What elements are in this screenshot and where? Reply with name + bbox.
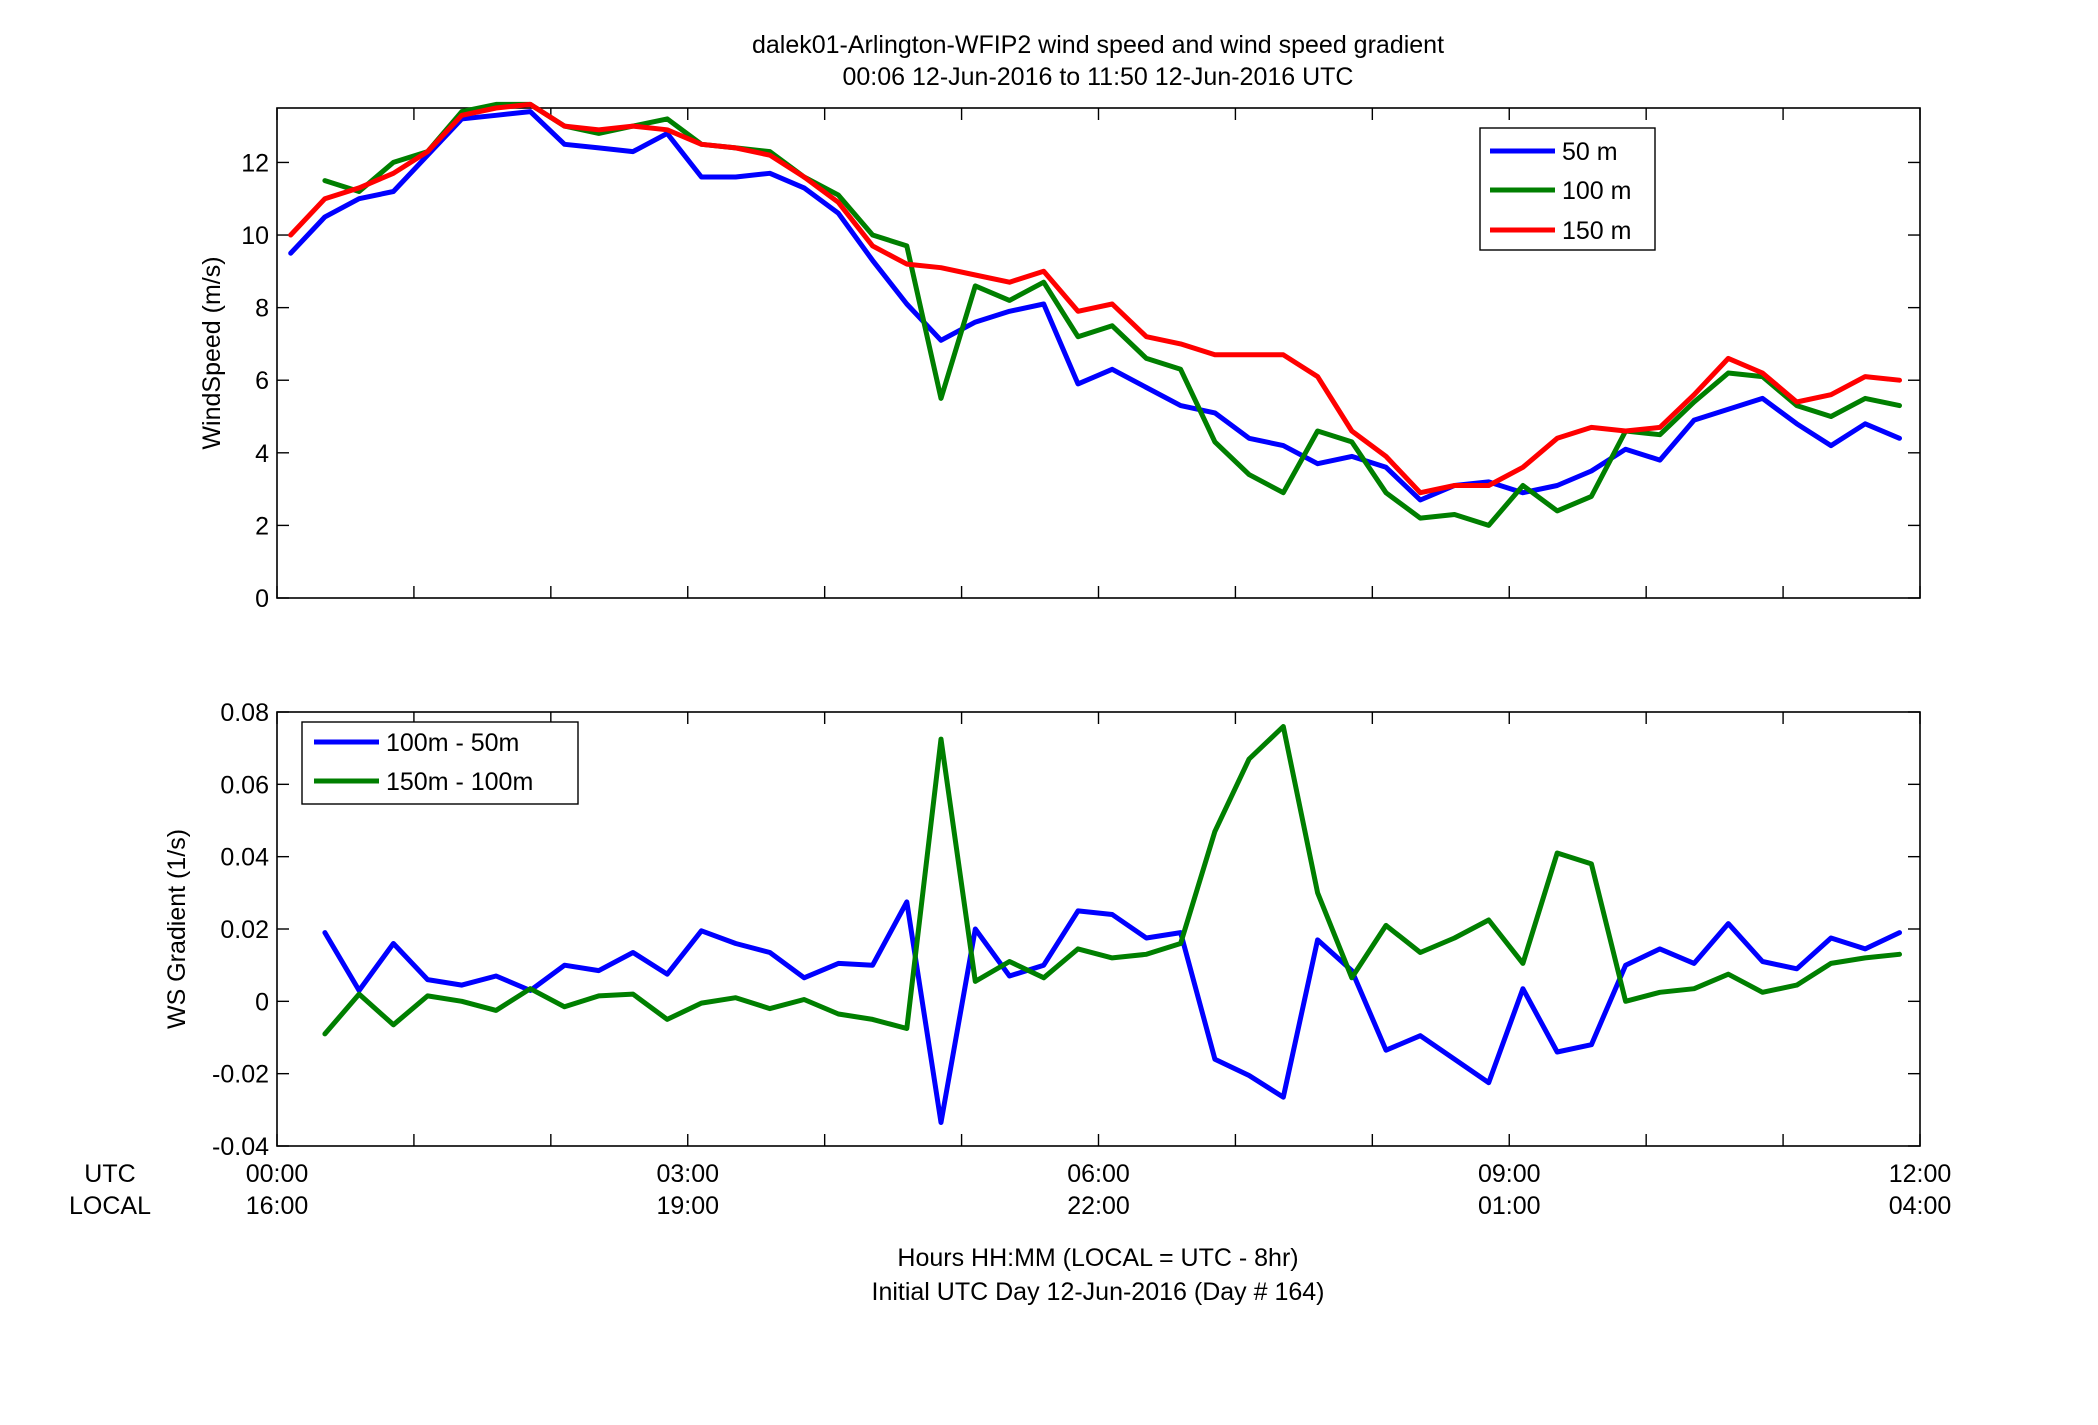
xtick-local-label: 01:00 xyxy=(1478,1192,1541,1220)
gradient-panel: -0.04 -0.02 0 0.02 0.04 0.06 0.08 WS Gradient … xyxy=(163,699,1921,1161)
windspeed-ytick-label: 8 xyxy=(255,295,269,323)
windspeed-ytick-label: 0 xyxy=(255,585,269,613)
x-axis-labels: UTC LOCAL 00:00 16:00 03:00 19:00 06:00 22:00… xyxy=(69,1160,1951,1220)
windspeed-ytick-label: 6 xyxy=(255,367,269,395)
xtick-local-label: 16:00 xyxy=(246,1192,309,1220)
xtick-utc-label: 00:00 xyxy=(246,1160,309,1188)
windspeed-ytick-label: 10 xyxy=(241,222,269,250)
x-axis-label: Hours HH:MM (LOCAL = UTC - 8hr) xyxy=(897,1244,1298,1272)
windspeed-ytick-label: 12 xyxy=(241,149,269,177)
windspeed-series-group xyxy=(288,101,1902,528)
gradient-series-group xyxy=(322,724,1902,1125)
xtick-utc-label: 09:00 xyxy=(1478,1160,1541,1188)
windspeed-legend: 50 m 100 m 150 m xyxy=(1479,127,1656,251)
xtick-local-label: 22:00 xyxy=(1067,1192,1130,1220)
gradient-ytick-label: 0 xyxy=(255,988,269,1016)
windspeed-series-150-m-line xyxy=(288,101,1902,496)
gradient-ytick-label: 0.08 xyxy=(220,699,269,727)
gradient-legend: 100m - 50m 150m - 100m xyxy=(301,721,579,805)
windspeed-series-50-m-line xyxy=(288,109,1902,503)
xtick-local-label: 19:00 xyxy=(656,1192,719,1220)
gradient-series-150m-100m-line xyxy=(322,724,1902,1037)
xtick-utc-label: 06:00 xyxy=(1067,1160,1130,1188)
gradient-ytick-label: -0.02 xyxy=(212,1061,269,1089)
windspeed-plot-area xyxy=(276,107,1921,599)
local-row-label: LOCAL xyxy=(69,1192,151,1220)
legend-150m-100m-label: 150m - 100m xyxy=(386,768,533,796)
gradient-ytick-label: 0.06 xyxy=(220,771,269,799)
xtick-utc-label: 12:00 xyxy=(1889,1160,1952,1188)
gradient-ticks: -0.04 -0.02 0 0.02 0.04 0.06 0.08 xyxy=(212,699,1921,1161)
gradient-series-100m-50m-line xyxy=(322,899,1902,1125)
gradient-ytick-label: -0.04 xyxy=(212,1133,269,1161)
gradient-y-axis-label: WS Gradient (1/s) xyxy=(163,829,191,1029)
legend-100m-label: 100 m xyxy=(1562,177,1631,205)
legend-100m-50m-label: 100m - 50m xyxy=(386,729,519,757)
chart-title: dalek01-Arlington-WFIP2 wind speed and w… xyxy=(752,31,1444,59)
legend-150m-label: 150 m xyxy=(1562,217,1631,245)
xtick-utc-label: 03:00 xyxy=(656,1160,719,1188)
windspeed-ytick-label: 2 xyxy=(255,512,269,540)
windspeed-ticks: 0 2 4 6 8 10 12 xyxy=(241,108,1921,613)
windspeed-y-axis-label: WindSpeed (m/s) xyxy=(198,256,226,449)
windspeed-ytick-label: 4 xyxy=(255,440,269,468)
utc-row-label: UTC xyxy=(84,1160,135,1188)
gradient-ytick-label: 0.04 xyxy=(220,844,269,872)
gradient-ytick-label: 0.02 xyxy=(220,916,269,944)
chart-subtitle: 00:06 12-Jun-2016 to 11:50 12-Jun-2016 U… xyxy=(843,63,1354,91)
x-axis-sublabel: Initial UTC Day 12-Jun-2016 (Day # 164) xyxy=(872,1278,1325,1306)
xtick-local-label: 04:00 xyxy=(1889,1192,1952,1220)
gradient-legend-box xyxy=(301,721,579,805)
legend-50m-label: 50 m xyxy=(1562,138,1618,166)
windspeed-panel: 0 2 4 6 8 10 12 WindSpeed (m/s) 50 m 100 m 150… xyxy=(198,101,1921,613)
